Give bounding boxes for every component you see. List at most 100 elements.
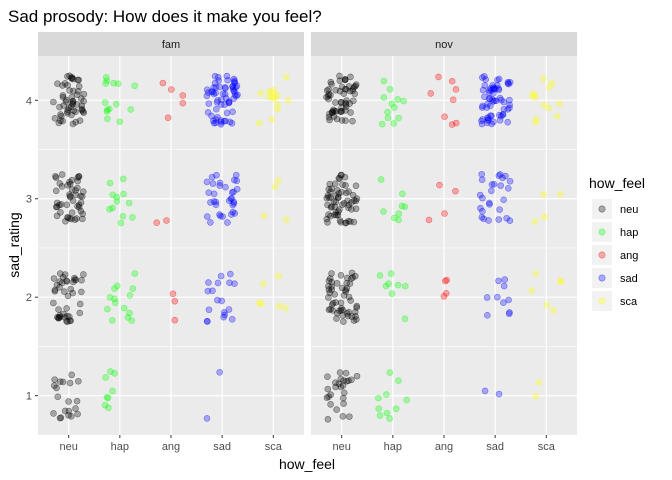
data-point-neu [75, 76, 83, 84]
data-point-neu [337, 299, 345, 307]
data-point-neu [348, 206, 355, 213]
data-point-neu [342, 100, 350, 108]
data-point-sca [530, 90, 538, 98]
data-point-sad [219, 90, 227, 98]
data-point-sad [205, 100, 213, 107]
data-point-sad [495, 172, 503, 179]
data-point-sad [506, 104, 513, 112]
data-point-sad [484, 312, 491, 319]
data-point-neu [337, 307, 345, 314]
data-point-neu [343, 279, 351, 287]
data-point-neu [64, 214, 71, 221]
data-point-neu [332, 299, 340, 306]
data-point-sad [230, 198, 238, 206]
data-point-sca [274, 177, 282, 185]
legend-title: how_feel [589, 175, 645, 191]
data-point-neu [346, 218, 354, 225]
data-point-sad [496, 206, 503, 213]
data-point-neu [55, 306, 62, 313]
data-point-neu [75, 377, 82, 385]
data-point-neu [61, 313, 69, 321]
data-point-hap [395, 114, 402, 122]
data-point-sad [210, 117, 217, 125]
data-point-sad [481, 387, 489, 395]
data-point-neu [331, 107, 338, 115]
data-point-hap [111, 295, 118, 303]
data-point-neu [346, 280, 354, 287]
data-point-neu [328, 185, 335, 193]
data-point-ang [159, 79, 167, 87]
data-point-neu [331, 203, 339, 211]
data-point-ang [452, 86, 460, 93]
data-point-sad [504, 106, 512, 113]
data-point-neu [352, 82, 359, 90]
data-point-hap [106, 294, 114, 301]
data-point-neu [66, 193, 74, 201]
data-point-neu [332, 99, 339, 106]
data-point-sad [216, 211, 223, 218]
data-point-neu [73, 91, 81, 99]
data-point-hap [395, 216, 402, 224]
data-point-neu [327, 305, 334, 313]
y-axis-ticks: 1 2 3 4 [26, 95, 38, 403]
data-point-neu [61, 271, 69, 278]
data-point-sad [500, 299, 507, 306]
data-point-hap [111, 299, 119, 307]
legend-label-ang: ang [620, 250, 638, 262]
data-point-sad [504, 78, 512, 86]
data-point-neu [347, 73, 354, 81]
data-point-neu [50, 410, 57, 417]
data-point-hap [107, 368, 114, 375]
data-point-sad [496, 116, 504, 124]
data-point-neu [70, 87, 77, 95]
data-point-ang [440, 293, 448, 300]
data-point-sad [488, 187, 495, 195]
data-point-hap [126, 292, 134, 299]
data-point-sad [493, 293, 501, 301]
data-point-neu [66, 178, 73, 186]
data-point-neu [345, 308, 353, 316]
data-point-neu [68, 371, 75, 379]
data-point-sca [557, 277, 564, 285]
data-point-sad [220, 313, 227, 321]
data-point-hap [125, 199, 133, 207]
data-point-hap [401, 203, 409, 211]
data-point-neu [67, 317, 75, 325]
data-point-neu [72, 276, 80, 284]
data-point-sad [476, 191, 484, 199]
data-point-neu [53, 281, 61, 289]
data-point-sca [260, 212, 268, 220]
data-point-neu [61, 80, 69, 87]
x-tick-label: hap [384, 441, 402, 453]
data-point-neu [342, 219, 350, 227]
data-point-neu [66, 191, 73, 198]
data-point-neu [65, 411, 72, 419]
data-point-sad [230, 87, 237, 94]
data-point-neu [53, 313, 61, 321]
data-point-neu [327, 91, 334, 99]
data-point-hap [106, 179, 114, 187]
data-point-ang [169, 290, 177, 298]
data-point-sca [535, 379, 543, 386]
data-point-sad [485, 87, 493, 94]
data-point-hap [131, 270, 139, 277]
data-point-ang [425, 216, 433, 224]
data-point-neu [335, 380, 343, 388]
data-point-sad [203, 86, 211, 93]
data-point-sad [479, 194, 486, 202]
data-point-neu [337, 108, 345, 115]
data-point-neu [337, 271, 345, 279]
data-point-sad [213, 171, 220, 179]
data-point-sad [203, 213, 211, 220]
data-point-hap [109, 204, 116, 212]
data-point-neu [350, 317, 358, 324]
data-point-neu [327, 78, 335, 86]
data-point-neu [325, 211, 332, 218]
data-point-sad [230, 75, 238, 83]
data-point-neu [341, 76, 349, 83]
data-point-neu [79, 108, 87, 115]
data-point-neu [78, 105, 86, 113]
data-point-neu [340, 377, 347, 384]
x-tick-label: ang [162, 441, 180, 453]
data-point-neu [346, 87, 354, 95]
